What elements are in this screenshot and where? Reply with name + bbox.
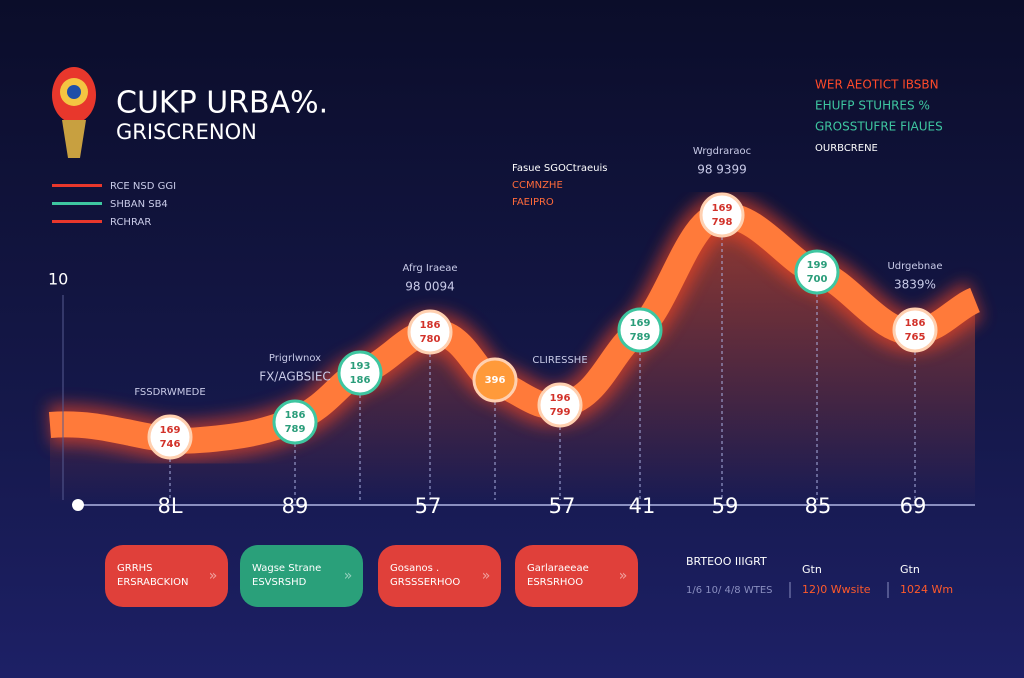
axis-label: 89	[282, 494, 309, 518]
subtitle: GRISCRENON	[116, 120, 257, 144]
side-bar	[52, 220, 102, 223]
button[interactable]	[105, 545, 228, 607]
marker-label: 789	[285, 424, 306, 435]
marker	[892, 307, 938, 353]
button-arrow: »	[209, 568, 218, 584]
button-label: Wagse Strane	[252, 563, 321, 574]
button-label: ESVSRSHD	[252, 577, 307, 588]
side-note: RCE NSD GGI	[110, 181, 176, 192]
axis-label: 8L	[157, 494, 182, 518]
axis-label: 85	[805, 494, 832, 518]
marker-label: 789	[630, 332, 651, 343]
button-label: GRRHS	[117, 563, 153, 574]
button-arrow: »	[482, 568, 491, 584]
side-note: RCHRAR	[110, 217, 151, 228]
side-note: SHBAN SB4	[110, 199, 168, 210]
annotation: Prigrlwnox	[269, 353, 321, 364]
button-label: Gosanos .	[390, 563, 439, 574]
stats-head: Gtn	[802, 563, 822, 576]
marker-label: 798	[712, 217, 733, 228]
marker-label: 169	[630, 318, 651, 329]
marker-label: 396	[485, 375, 506, 386]
marker-label: 746	[160, 439, 181, 450]
axis-label: 59	[712, 494, 739, 518]
button-label: Garlaraeeae	[527, 563, 589, 574]
annotation: FSSDRWMEDE	[134, 387, 205, 398]
center-note: FAEIPRO	[512, 197, 554, 208]
marker-label: 780	[420, 334, 441, 345]
annotation: FX/AGBSIEC	[259, 370, 331, 384]
center-note: CCMNZHE	[512, 180, 563, 191]
axis-label: 57	[415, 494, 442, 518]
legend-item: OURBCRENE	[815, 143, 878, 154]
annotation: 98 0094	[405, 280, 455, 294]
marker-label: 186	[350, 375, 371, 386]
marker	[617, 307, 663, 353]
axis-label: 69	[900, 494, 927, 518]
marker-label: 765	[905, 332, 926, 343]
axis-start	[72, 499, 84, 511]
button-label: GRSSSERHOO	[390, 577, 460, 588]
stats-title: BRTEOO IIIGRT	[686, 555, 767, 568]
axis-label: 41	[629, 494, 656, 518]
logo	[52, 67, 96, 158]
marker	[472, 357, 518, 403]
marker-label: 799	[550, 407, 571, 418]
marker-label: 700	[807, 274, 828, 285]
marker-label: 199	[807, 260, 828, 271]
annotation: 98 9399	[697, 163, 747, 177]
marker-label: 186	[420, 320, 441, 331]
marker-label: 169	[160, 425, 181, 436]
button-arrow: »	[619, 568, 628, 584]
side-bar	[52, 202, 102, 205]
stats-value: 1024 Wm	[900, 583, 953, 596]
stats-line: 1/6 10/ 4/8 WTES	[686, 585, 772, 596]
marker	[272, 399, 318, 445]
legend-item: EHUFP STUHRES %	[815, 99, 930, 113]
legend-item: GROSSTUFRE FIAUES	[815, 120, 943, 134]
button-label: ESRSRHOO	[527, 577, 583, 588]
marker	[537, 382, 583, 428]
button[interactable]	[240, 545, 363, 607]
annotation: Wrgdraraoc	[693, 146, 751, 157]
title: CUKP URBA%.	[116, 86, 328, 121]
marker-label: 196	[550, 393, 571, 404]
legend-item: WER AEOTICT IBSBN	[815, 78, 939, 92]
annotation: Udrgebnae	[887, 261, 942, 272]
axis-label: 57	[549, 494, 576, 518]
stats-head: Gtn	[900, 563, 920, 576]
button[interactable]	[515, 545, 638, 607]
side-bar	[52, 184, 102, 187]
annotation: CLIRESSHE	[532, 355, 587, 366]
y-label: 10	[48, 270, 68, 289]
marker	[699, 192, 745, 238]
marker-label: 186	[285, 410, 306, 421]
marker-label: 169	[712, 203, 733, 214]
annotation: Afrg Iraeae	[402, 263, 457, 274]
stats-value: 12)0 Wwsite	[802, 583, 871, 596]
button-arrow: »	[344, 568, 353, 584]
marker	[147, 414, 193, 460]
annotation: 3839%	[894, 278, 936, 292]
center-note: Fasue SGOCtraeuis	[512, 163, 607, 174]
button[interactable]	[378, 545, 501, 607]
marker-label: 186	[905, 318, 926, 329]
marker-label: 193	[350, 361, 371, 372]
marker	[337, 350, 383, 396]
marker	[794, 249, 840, 295]
button-label: ERSRABCKION	[117, 577, 189, 588]
marker	[407, 309, 453, 355]
